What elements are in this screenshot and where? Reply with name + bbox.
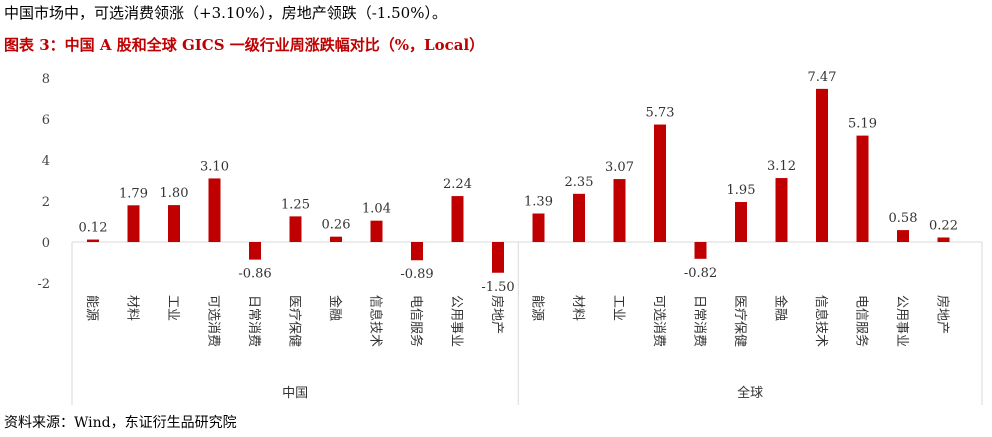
category-label: 医疗保健 (732, 295, 747, 347)
category-label: 电信服务 (854, 295, 870, 347)
data-label: 3.07 (605, 160, 634, 175)
category-label: 医疗保健 (287, 295, 302, 347)
y-tick: 8 (42, 72, 50, 87)
category-label: 电信服务 (408, 295, 424, 347)
bar (613, 179, 626, 242)
value-labels: 0.12 1.79 1.80 3.10 -0.86 1.25 0.26 1.04 -0.89 2.… (79, 70, 958, 295)
y-tick-label: -2 (37, 277, 50, 292)
data-label: 0.22 (929, 218, 958, 233)
category-label: 信息技术 (368, 295, 384, 347)
category-label: 工业 (165, 295, 180, 321)
data-label: 1.25 (281, 197, 310, 212)
y-tick-label: 2 (42, 195, 50, 210)
data-label: 2.35 (565, 175, 594, 190)
data-label: 1.79 (119, 186, 148, 201)
bar (856, 135, 869, 242)
data-label: -0.82 (684, 266, 717, 281)
category-label: 日常消费 (246, 295, 261, 347)
data-label: 0.26 (322, 218, 351, 233)
data-label: -0.86 (238, 267, 271, 282)
data-label: 0.12 (79, 221, 108, 236)
category-label: 可选消费 (651, 295, 666, 347)
data-label: 1.39 (524, 195, 553, 210)
category-label: 材料 (125, 295, 140, 321)
category-label: 金融 (327, 295, 343, 321)
bar (937, 237, 950, 242)
category-label: 房地产 (935, 295, 951, 334)
bar (87, 239, 99, 242)
group-axis: 中国 全球 (71, 242, 983, 405)
y-tick-label: 8 (42, 72, 50, 87)
y-tick: 4 (42, 154, 50, 169)
y-tick-label: 0 (42, 236, 50, 251)
group-label: 中国 (282, 386, 308, 401)
data-label: 5.73 (646, 106, 675, 121)
category-label: 房地产 (489, 295, 505, 334)
intro-text: 中国市场中，可选消费领涨（+3.10%），房地产领跌（-1.50%）。 (4, 4, 447, 22)
y-tick: 0 (42, 236, 50, 251)
category-label: 可选消费 (206, 295, 221, 347)
bar (735, 202, 747, 242)
bar (654, 124, 666, 242)
bar (816, 88, 828, 243)
category-label: 能源 (84, 295, 99, 321)
source-note: 资料来源：Wind，东证衍生品研究院 (4, 415, 237, 431)
bar (411, 242, 423, 261)
y-tick-label: 4 (42, 154, 50, 169)
data-label: 5.19 (848, 117, 877, 132)
bar (289, 216, 302, 242)
data-label: 1.80 (160, 186, 189, 201)
bar (330, 236, 342, 242)
bar (775, 178, 788, 242)
bar (532, 213, 545, 242)
category-label: 工业 (611, 295, 626, 321)
bar (127, 205, 140, 242)
bar (168, 205, 180, 242)
y-tick: -2 (37, 277, 50, 292)
category-label: 材料 (570, 295, 585, 321)
bar (492, 242, 504, 273)
bar (208, 178, 221, 242)
y-axis: -2 0 2 4 6 8 (37, 72, 982, 292)
data-label: 1.04 (362, 202, 391, 217)
data-label: -0.89 (400, 267, 433, 282)
bar (370, 220, 383, 242)
group-label: 全球 (737, 385, 763, 401)
data-label: 0.58 (889, 211, 918, 226)
data-label: 1.95 (727, 183, 756, 198)
y-tick: 6 (42, 113, 50, 128)
category-label: 能源 (530, 295, 545, 321)
data-label: 3.10 (200, 159, 229, 174)
bar (694, 242, 707, 259)
bar (451, 196, 464, 242)
category-label: 公用事业 (894, 295, 909, 347)
data-label: 2.24 (443, 177, 472, 192)
chart-title: 图表 3：中国 A 股和全球 GICS 一级行业周涨跌幅对比（%，Local） (4, 36, 485, 54)
category-label: 日常消费 (692, 295, 707, 347)
category-label: 公用事业 (449, 295, 464, 347)
bars (87, 88, 950, 273)
bar (897, 230, 909, 242)
data-label: 3.12 (767, 159, 796, 174)
y-tick-label: 6 (42, 113, 50, 128)
data-label: 7.47 (808, 70, 837, 85)
data-label: -1.50 (481, 280, 514, 295)
bar (573, 193, 585, 242)
category-label: 信息技术 (813, 295, 829, 347)
category-labels: 能源 材料 工业 可选消费 日常消费 医疗保健 金融 信息技术 电信服务 公用事业 房地产 能源 材料工… (84, 295, 951, 347)
category-label: 金融 (773, 295, 789, 321)
bar (249, 242, 261, 260)
y-tick: 2 (42, 195, 50, 210)
